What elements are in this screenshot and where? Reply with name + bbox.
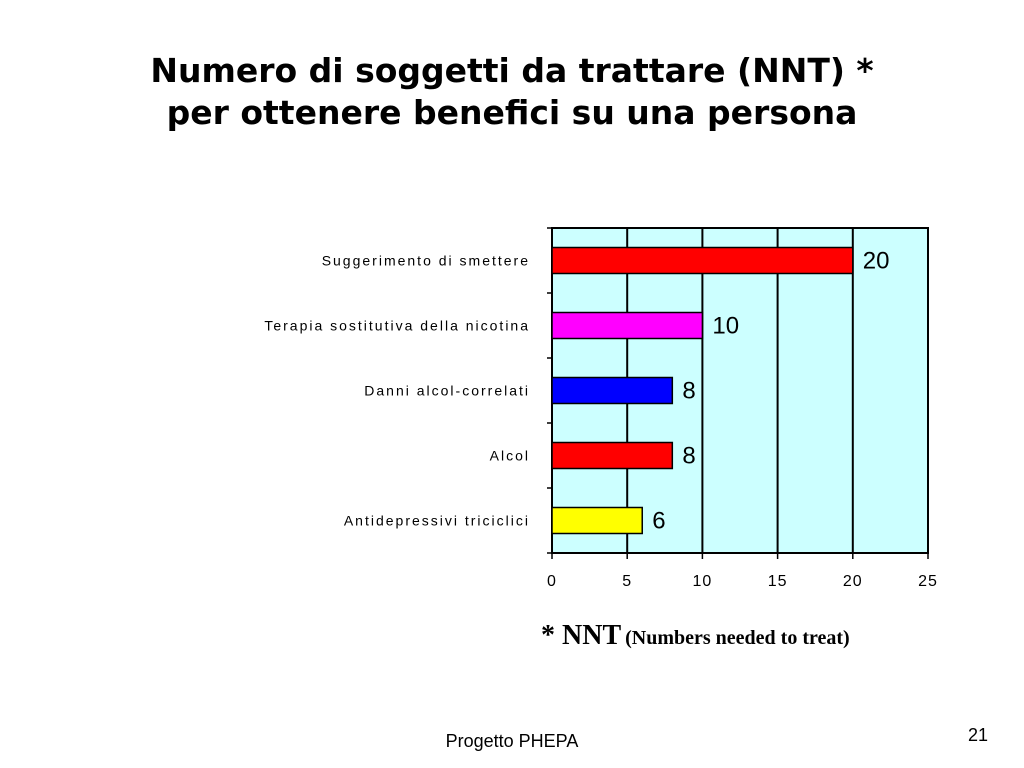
data-label-2: 8: [682, 378, 695, 405]
bar-1: [551, 311, 704, 340]
bar-4: [551, 506, 643, 535]
data-label-3: 8: [682, 443, 695, 470]
x-tick-label-5: 5: [622, 573, 632, 590]
category-label-4: Antidepressivi triciclici: [344, 513, 530, 529]
footnote-sub: (Numbers needed to treat): [625, 627, 850, 649]
bar-2: [551, 376, 674, 405]
category-label-2: Danni alcol-correlati: [364, 383, 530, 399]
bar-0: [551, 246, 854, 275]
data-label-4: 6: [652, 508, 665, 535]
bar-3: [551, 441, 674, 470]
page-number: 21: [968, 725, 989, 745]
data-label-1: 10: [712, 313, 739, 340]
category-label-1: Terapia sostitutiva della nicotina: [264, 318, 530, 334]
x-tick-label-20: 20: [843, 573, 863, 590]
x-tick-label-25: 25: [918, 573, 938, 590]
footnote: * NNT (Numbers needed to treat): [541, 620, 850, 652]
data-label-0: 20: [863, 248, 890, 275]
title-line-1: Numero di soggetti da trattare (NNT) *: [150, 51, 874, 90]
x-tick-label-10: 10: [693, 573, 713, 590]
slide-title: Numero di soggetti da trattare (NNT) * p…: [0, 50, 1024, 134]
footnote-main: * NNT: [541, 620, 622, 651]
category-label-0: Suggerimento di smettere: [322, 253, 530, 269]
footer-text: Progetto PHEPA: [445, 731, 579, 751]
title-line-2: per ottenere benefici su una persona: [166, 93, 858, 132]
x-tick-label-15: 15: [768, 573, 788, 590]
category-label-3: Alcol: [490, 448, 530, 464]
x-tick-label-0: 0: [547, 573, 557, 590]
